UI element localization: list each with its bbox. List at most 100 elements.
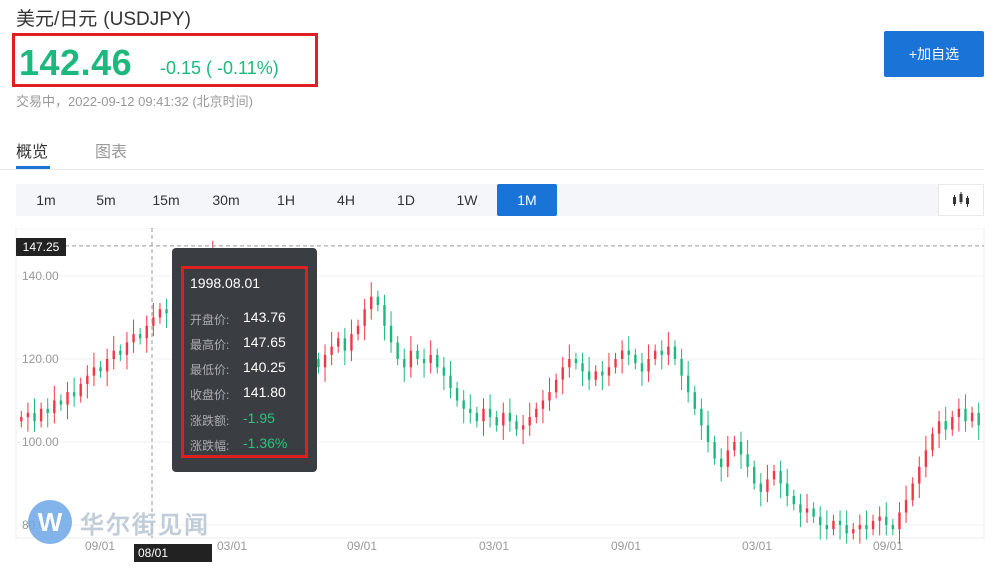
candle-body (59, 400, 63, 405)
x-tick-label: 09/01 (873, 539, 903, 553)
period-15m[interactable]: 15m (152, 192, 180, 208)
candle-body (20, 417, 23, 422)
tab-active-indicator (16, 166, 50, 169)
x-tick-label: 03/01 (742, 539, 772, 553)
crosshair-y-label: 147.25 (16, 238, 66, 256)
candle-body (86, 375, 89, 384)
candle-body (825, 525, 829, 530)
current-price: 142.46 (19, 42, 133, 83)
candle-body (568, 359, 571, 368)
trading-status: 交易中，2022-09-12 09:41:32 (北京时间) (16, 94, 253, 109)
candle-body (786, 483, 789, 496)
candle-body (396, 342, 399, 359)
candle-body (772, 471, 776, 480)
candle-body (561, 367, 564, 380)
candle-body (871, 520, 875, 530)
candle-body (937, 421, 941, 434)
candle-body (673, 346, 677, 359)
candle-body (323, 354, 327, 368)
candle-body (46, 408, 49, 413)
candle-body (138, 334, 142, 339)
candle-body (482, 408, 485, 422)
crosshair-x-label: 08/01 (134, 544, 212, 562)
candle-body (383, 305, 386, 326)
tab-overview[interactable]: 概览 (16, 144, 49, 161)
period-30m[interactable]: 30m (212, 192, 240, 208)
period-1d[interactable]: 1D (397, 192, 415, 208)
candle-body (885, 516, 888, 525)
candle-body (799, 504, 802, 513)
period-1m[interactable]: 1m (36, 192, 56, 208)
period-1M[interactable]: 1M (497, 184, 557, 216)
candle-body (363, 309, 366, 326)
candle-body (125, 342, 129, 355)
candle-body (759, 483, 763, 492)
tab-chart[interactable]: 图表 (95, 144, 128, 161)
candle-body (165, 309, 168, 314)
candle-body (832, 520, 835, 530)
candle-body (587, 371, 591, 380)
candle-body (145, 325, 148, 339)
pair-symbol: (USDJPY) (103, 9, 191, 30)
candle-body (779, 471, 782, 484)
candle-body (469, 408, 472, 413)
y-tick-label: 100.00 (22, 435, 59, 449)
add-watchlist-button[interactable]: +加自选 (884, 31, 984, 77)
tooltip-date: 1998.08.01 (190, 275, 261, 291)
candle-body (852, 529, 855, 534)
price-highlight: 142.46 -0.15 ( -0.11%) (12, 33, 318, 87)
candle-body (647, 359, 650, 372)
candle-body (356, 325, 360, 335)
period-4h[interactable]: 4H (337, 192, 355, 208)
period-1h[interactable]: 1H (277, 192, 295, 208)
period-1w[interactable]: 1W (456, 192, 478, 208)
candle-body (640, 363, 644, 372)
candle-body (693, 392, 696, 409)
candle-body (627, 350, 630, 355)
x-tick-label: 03/01 (479, 539, 509, 553)
pair-title: 美元/日元 (USDJPY) (16, 4, 191, 31)
candle-body (957, 408, 961, 418)
pair-name: 美元/日元 (16, 9, 98, 30)
candle-body (574, 359, 578, 364)
candle-body (554, 379, 558, 393)
watermark-logo: W (28, 500, 72, 544)
candle-body (158, 309, 162, 318)
candle-body (422, 359, 426, 364)
candle-body (403, 359, 406, 368)
candle-body (495, 417, 498, 426)
candle-body (706, 425, 710, 442)
candle-body (607, 367, 611, 376)
candle-body (389, 325, 393, 343)
candle-body (92, 367, 96, 376)
candle-body (343, 338, 347, 351)
candle-body (766, 479, 769, 492)
x-tick-label: 09/01 (611, 539, 641, 553)
candle-body (838, 520, 842, 525)
period-5m[interactable]: 5m (96, 192, 116, 208)
candle-body (66, 392, 69, 405)
candle-body (667, 346, 670, 355)
candle-body (370, 296, 373, 310)
candle-body (891, 525, 895, 530)
candle-body (132, 334, 135, 343)
candle-body (535, 408, 538, 418)
candle-body (911, 483, 914, 501)
candle-body (350, 334, 353, 351)
candle-body (475, 412, 479, 422)
candle-body (409, 350, 413, 368)
tooltip-low: 最低价: 140.25 (190, 359, 286, 377)
candle-body (686, 375, 690, 393)
period-selector: 1m 5m 15m 30m 1H 4H 1D 1W 1M (16, 184, 984, 216)
tooltip-open: 开盘价: 143.76 (190, 309, 286, 327)
candle-body (429, 354, 432, 364)
price-change: -0.15 ( -0.11%) (160, 58, 279, 78)
candle-body (581, 363, 584, 372)
candle-body (337, 338, 340, 347)
candle-body (462, 400, 465, 409)
tooltip-change: 涨跌额: -1.95 (190, 410, 275, 428)
chart-type-button[interactable] (938, 184, 984, 216)
candle-body (805, 508, 809, 513)
candle-body (79, 383, 82, 397)
candle-body (660, 350, 663, 355)
